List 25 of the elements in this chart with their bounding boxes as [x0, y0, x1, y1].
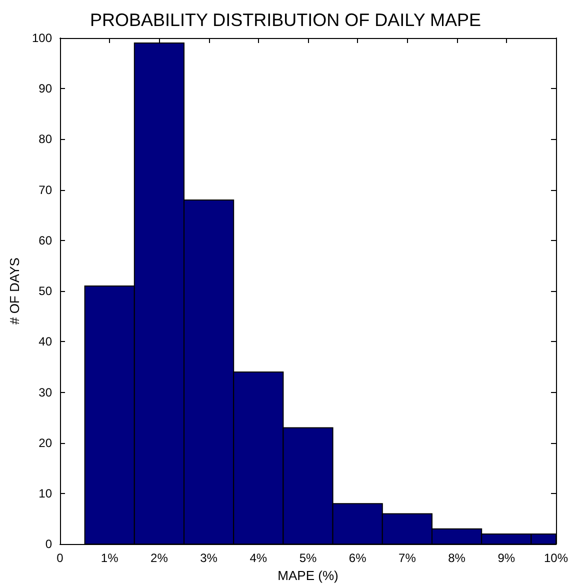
x-tick-label: 1% [100, 551, 119, 566]
y-tick-label: 40 [38, 334, 52, 349]
y-tick-label: 20 [38, 436, 52, 450]
x-tick-label: 0 [56, 551, 64, 566]
x-tick-label: 5% [299, 551, 317, 566]
y-tick-label: 80 [38, 132, 52, 146]
y-tick-label: 0 [45, 537, 52, 552]
x-tick-label: 3% [200, 551, 218, 566]
x-axis-title: MAPE (%) [278, 568, 338, 583]
chart-title: PROBABILITY DISTRIBUTION OF DAILY MAPE [90, 10, 482, 30]
y-tick-label: 50 [38, 284, 52, 298]
y-tick-label: 30 [38, 385, 52, 400]
x-tick-label: 10% [544, 551, 568, 566]
x-tick-label: 6% [348, 551, 367, 566]
x-tick-label: 2% [150, 551, 168, 566]
x-tick-label: 9% [498, 551, 516, 566]
y-tick-label: 70 [38, 182, 52, 197]
y-tick-label: 10 [38, 486, 52, 500]
y-tick-label: 90 [38, 82, 52, 96]
y-axis-title: # OF DAYS [7, 257, 22, 325]
x-tick-label: 7% [398, 551, 416, 566]
x-tick-label: 8% [448, 551, 466, 566]
y-tick-label: 60 [38, 233, 52, 248]
y-tick-label: 100 [32, 31, 52, 45]
x-tick-label: 4% [250, 551, 268, 566]
